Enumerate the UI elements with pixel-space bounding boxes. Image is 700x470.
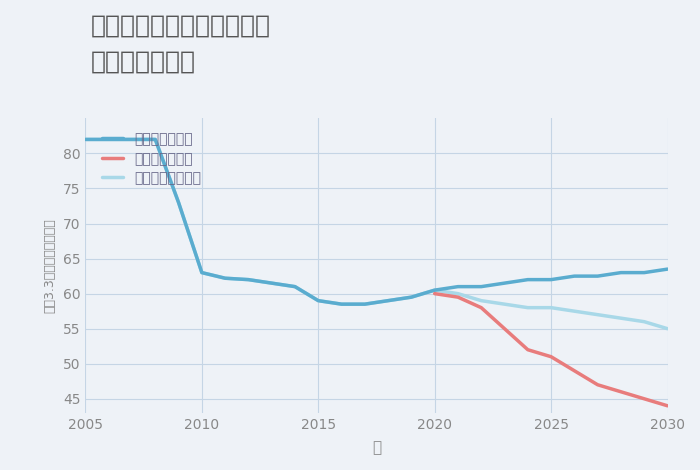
グッドシナリオ [547,277,555,282]
Legend: グッドシナリオ, バッドシナリオ, ノーマルシナリオ: グッドシナリオ, バッドシナリオ, ノーマルシナリオ [98,128,206,190]
X-axis label: 年: 年 [372,440,381,455]
ノーマルシナリオ [360,301,369,307]
グッドシナリオ [407,294,416,300]
バッドシナリオ [500,326,509,331]
グッドシナリオ [197,270,206,275]
グッドシナリオ [360,301,369,307]
グッドシナリオ [221,275,230,281]
Text: 奈良県奈良市三条宮前町の
土地の価格推移: 奈良県奈良市三条宮前町の 土地の価格推移 [91,14,271,73]
グッドシナリオ [244,277,253,282]
ノーマルシナリオ [174,200,183,205]
ノーマルシナリオ [547,305,555,311]
グッドシナリオ [617,270,625,275]
ノーマルシナリオ [290,284,299,290]
グッドシナリオ [128,137,136,142]
バッドシナリオ [547,354,555,360]
ノーマルシナリオ [104,137,113,142]
ノーマルシナリオ [244,277,253,282]
グッドシナリオ [81,137,90,142]
ノーマルシナリオ [128,137,136,142]
ノーマルシナリオ [617,315,625,321]
ノーマルシナリオ [477,298,485,304]
グッドシナリオ [290,284,299,290]
バッドシナリオ [617,389,625,395]
Line: バッドシナリオ: バッドシナリオ [435,294,668,406]
バッドシナリオ [594,382,602,388]
Line: グッドシナリオ: グッドシナリオ [85,140,668,304]
グッドシナリオ [594,273,602,279]
Line: ノーマルシナリオ: ノーマルシナリオ [85,140,668,329]
ノーマルシナリオ [384,298,392,304]
バッドシナリオ [570,368,579,374]
ノーマルシナリオ [570,308,579,314]
バッドシナリオ [430,291,439,297]
グッドシナリオ [454,284,462,290]
Y-axis label: 平（3.3㎡）単価（万円）: 平（3.3㎡）単価（万円） [43,218,56,313]
グッドシナリオ [570,273,579,279]
ノーマルシナリオ [454,291,462,297]
ノーマルシナリオ [664,326,672,331]
グッドシナリオ [430,287,439,293]
バッドシナリオ [454,294,462,300]
ノーマルシナリオ [151,137,160,142]
ノーマルシナリオ [337,301,346,307]
ノーマルシナリオ [524,305,532,311]
グッドシナリオ [314,298,323,304]
グッドシナリオ [267,280,276,286]
ノーマルシナリオ [500,301,509,307]
バッドシナリオ [477,305,485,311]
グッドシナリオ [640,270,648,275]
グッドシナリオ [524,277,532,282]
グッドシナリオ [151,137,160,142]
ノーマルシナリオ [640,319,648,324]
バッドシナリオ [640,396,648,401]
ノーマルシナリオ [314,298,323,304]
グッドシナリオ [104,137,113,142]
グッドシナリオ [664,266,672,272]
ノーマルシナリオ [407,294,416,300]
グッドシナリオ [477,284,485,290]
ノーマルシナリオ [81,137,90,142]
グッドシナリオ [337,301,346,307]
ノーマルシナリオ [267,280,276,286]
グッドシナリオ [174,200,183,205]
バッドシナリオ [524,347,532,352]
グッドシナリオ [384,298,392,304]
ノーマルシナリオ [221,275,230,281]
ノーマルシナリオ [430,287,439,293]
バッドシナリオ [664,403,672,408]
ノーマルシナリオ [197,270,206,275]
グッドシナリオ [500,280,509,286]
ノーマルシナリオ [594,312,602,318]
